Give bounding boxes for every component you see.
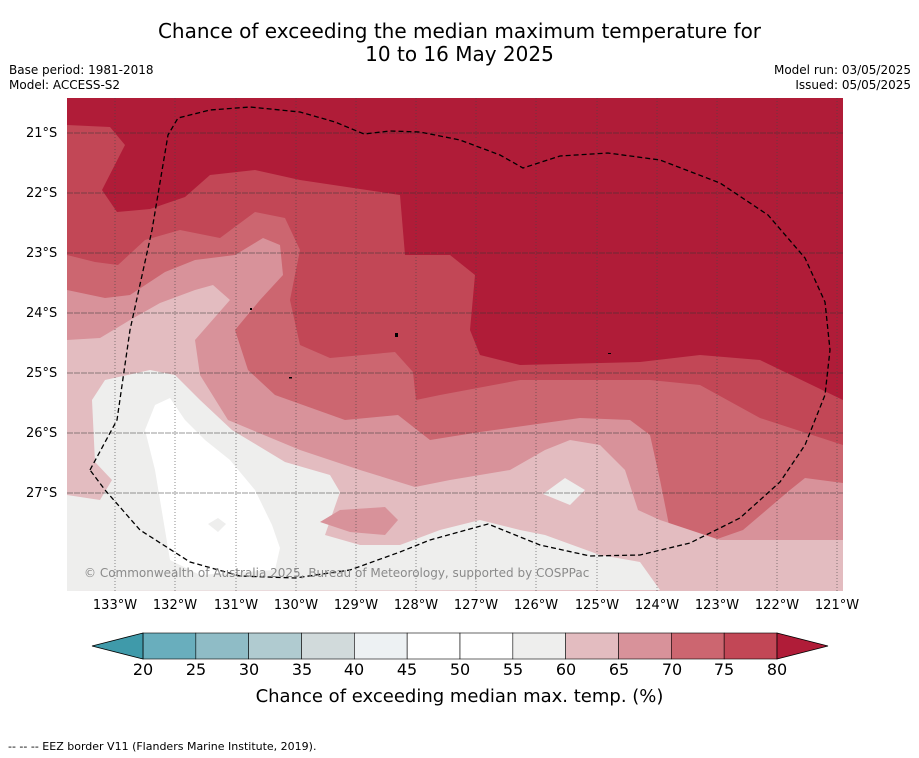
lon-label: 125°W [574,598,620,613]
lon-label: 129°W [333,598,379,613]
colorbar-tick: 65 [608,660,630,679]
colorbar-tick: 60 [555,660,577,679]
islands [250,308,611,379]
colorbar-tick: 45 [396,660,418,679]
copyright-notice: © Commonwealth of Australia 2025, Bureau… [84,566,590,580]
colorbar-low-extension [91,632,144,660]
lon-label: 132°W [152,598,198,613]
lat-label: 25°S [26,366,58,381]
colorbar-tick: 20 [132,660,154,679]
colorbar-segment [301,632,355,660]
issued-date: Issued: 05/05/2025 [795,78,911,92]
colorbar-tick: 50 [449,660,471,679]
colorbar-segment [406,632,461,660]
chart-title-line2: 10 to 16 May 2025 [365,42,554,66]
colorbar-segment [459,632,514,660]
colorbar-tick: 25 [185,660,207,679]
graticule [114,98,838,591]
band-65-patch [320,507,398,535]
lat-label: 24°S [26,306,58,321]
colorbar-segment [195,632,249,660]
chart-title-line1: Chance of exceeding the median maximum t… [157,19,762,43]
lon-label: 133°W [92,598,138,613]
eez-footnote: -- -- -- EEZ border V11 (Flanders Marine… [8,740,317,753]
model-name: Model: ACCESS-S2 [9,78,121,92]
colorbar-tick: 55 [502,660,524,679]
colorbar-tick: 30 [238,660,260,679]
colorbar-segment [565,632,619,660]
lat-label: 27°S [26,486,58,501]
lon-label: 126°W [513,598,559,613]
lat-label: 22°S [26,186,58,201]
eez-border [89,106,831,579]
colorbar-high-extension [776,632,829,660]
colorbar-segment [248,632,302,660]
band-50 [145,398,280,575]
colorbar [91,632,829,660]
colorbar-segment [142,632,197,660]
lon-label: 131°W [213,598,259,613]
lat-label: 21°S [26,126,58,141]
colorbar-tick: 35 [291,660,313,679]
probability-contours [67,98,843,591]
colorbar-tick: 70 [661,660,683,679]
colorbar-segment [618,632,672,660]
colorbar-title: Chance of exceeding median max. temp. (%… [255,686,664,707]
lat-label: 23°S [26,246,58,261]
lon-label: 122°W [754,598,800,613]
band-55-patch-2 [208,518,226,532]
island-marker [250,308,252,310]
band-55-patch [543,478,585,505]
colorbar-tick: 80 [766,660,788,679]
lon-label: 130°W [273,598,319,613]
colorbar-segment [671,632,725,660]
lon-label: 123°W [694,598,740,613]
latitude-lines [67,132,843,494]
island-marker [608,353,611,354]
colorbar-segment [512,632,566,660]
colorbar-tick: 75 [713,660,735,679]
lon-label: 128°W [393,598,439,613]
island-marker [289,377,292,379]
base-period: Base period: 1981-2018 [9,63,154,77]
lat-label: 26°S [26,426,58,441]
lon-label: 124°W [634,598,680,613]
lon-label: 121°W [814,598,860,613]
island-marker [395,333,398,337]
lon-label: 127°W [453,598,499,613]
colorbar-tick: 40 [343,660,365,679]
colorbar-segment [354,632,408,660]
model-run: Model run: 03/05/2025 [773,63,911,77]
colorbar-segment [723,632,778,660]
